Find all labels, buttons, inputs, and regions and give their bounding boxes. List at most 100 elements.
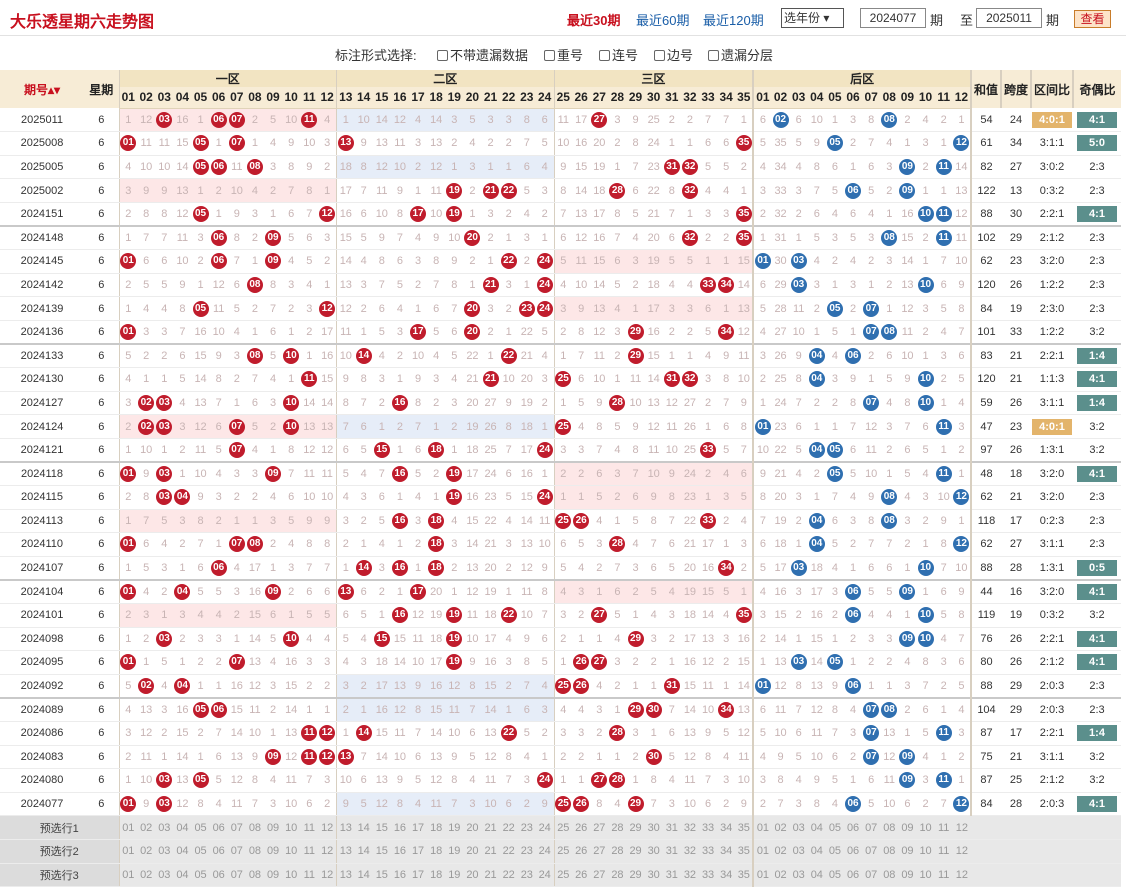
preselect-number[interactable]: 25 bbox=[553, 863, 573, 888]
preselect-number[interactable]: 12 bbox=[318, 863, 337, 888]
preselect-number[interactable]: 05 bbox=[825, 863, 844, 888]
preselect-number[interactable]: 06 bbox=[209, 839, 228, 864]
preselect-number[interactable]: 01 bbox=[752, 863, 772, 888]
preselect-number[interactable]: 07 bbox=[227, 839, 246, 864]
preselect-number[interactable]: 30 bbox=[644, 863, 663, 888]
preselect-number[interactable]: 10 bbox=[282, 815, 301, 840]
preselect-number[interactable]: 09 bbox=[898, 839, 917, 864]
preselect-number[interactable]: 07 bbox=[862, 815, 881, 840]
preselect-number[interactable]: 11 bbox=[934, 863, 953, 888]
preselect-number[interactable]: 12 bbox=[952, 863, 971, 888]
preselect-number[interactable]: 12 bbox=[952, 839, 971, 864]
preselect-number[interactable]: 21 bbox=[481, 815, 500, 840]
preselect-number[interactable]: 11 bbox=[934, 815, 953, 840]
preselect-number[interactable]: 22 bbox=[499, 839, 518, 864]
checkbox-icon[interactable] bbox=[599, 50, 610, 61]
preselect-number[interactable]: 24 bbox=[535, 863, 554, 888]
option-missing-layers[interactable]: 遗漏分层 bbox=[708, 45, 773, 64]
preselect-number[interactable]: 04 bbox=[807, 815, 826, 840]
option-repeat[interactable]: 重号 bbox=[544, 45, 583, 64]
preselect-number[interactable]: 09 bbox=[264, 863, 283, 888]
preselect-number[interactable]: 33 bbox=[699, 815, 718, 840]
start-issue-input[interactable]: 2024077 bbox=[860, 8, 926, 28]
preselect-number[interactable]: 10 bbox=[916, 863, 935, 888]
preselect-number[interactable]: 18 bbox=[427, 815, 446, 840]
preselect-number[interactable]: 11 bbox=[300, 863, 319, 888]
preselect-number[interactable]: 33 bbox=[699, 863, 718, 888]
preselect-number[interactable]: 06 bbox=[844, 863, 863, 888]
preselect-number[interactable]: 06 bbox=[209, 863, 228, 888]
preselect-number[interactable]: 26 bbox=[572, 815, 591, 840]
preselect-number[interactable]: 10 bbox=[282, 839, 301, 864]
preselect-number[interactable]: 02 bbox=[771, 815, 790, 840]
preselect-number[interactable]: 18 bbox=[427, 863, 446, 888]
preselect-number[interactable]: 09 bbox=[264, 839, 283, 864]
preselect-number[interactable]: 28 bbox=[608, 863, 627, 888]
preselect-number[interactable]: 19 bbox=[445, 863, 464, 888]
preselect-number[interactable]: 12 bbox=[952, 815, 971, 840]
preselect-number[interactable]: 05 bbox=[825, 815, 844, 840]
preselect-number[interactable]: 24 bbox=[535, 815, 554, 840]
preselect-number[interactable]: 07 bbox=[862, 863, 881, 888]
preselect-number[interactable]: 29 bbox=[626, 839, 645, 864]
preselect-number[interactable]: 01 bbox=[118, 815, 138, 840]
preselect-number[interactable]: 06 bbox=[844, 839, 863, 864]
preselect-number[interactable]: 08 bbox=[245, 839, 264, 864]
option-consecutive[interactable]: 连号 bbox=[599, 45, 638, 64]
preselect-number[interactable]: 03 bbox=[155, 815, 174, 840]
preselect-number[interactable]: 01 bbox=[118, 839, 138, 864]
preselect-number[interactable]: 35 bbox=[735, 863, 754, 888]
preselect-number[interactable]: 01 bbox=[752, 815, 772, 840]
preselect-number[interactable]: 23 bbox=[517, 839, 536, 864]
preselect-number[interactable]: 19 bbox=[445, 815, 464, 840]
preselect-number[interactable]: 09 bbox=[898, 863, 917, 888]
preselect-number[interactable]: 13 bbox=[335, 815, 355, 840]
checkbox-icon[interactable] bbox=[708, 50, 719, 61]
issue-header[interactable]: 期号▴▾ bbox=[0, 70, 84, 108]
preselect-number[interactable]: 06 bbox=[844, 815, 863, 840]
preselect-number[interactable]: 08 bbox=[880, 839, 899, 864]
preselect-number[interactable]: 32 bbox=[680, 815, 699, 840]
preselect-number[interactable]: 20 bbox=[463, 815, 482, 840]
preselect-number[interactable]: 27 bbox=[590, 863, 609, 888]
preselect-number[interactable]: 16 bbox=[390, 839, 409, 864]
preselect-number[interactable]: 27 bbox=[590, 815, 609, 840]
preselect-number[interactable]: 07 bbox=[227, 815, 246, 840]
preselect-number[interactable]: 29 bbox=[626, 863, 645, 888]
preselect-number[interactable]: 29 bbox=[626, 815, 645, 840]
preselect-number[interactable]: 15 bbox=[372, 839, 391, 864]
preselect-number[interactable]: 11 bbox=[300, 815, 319, 840]
option-edge[interactable]: 边号 bbox=[654, 45, 693, 64]
preselect-number[interactable]: 17 bbox=[409, 815, 428, 840]
preselect-number[interactable]: 17 bbox=[409, 839, 428, 864]
year-select[interactable]: 选年份 ▾ bbox=[781, 8, 844, 28]
preselect-number[interactable]: 04 bbox=[807, 863, 826, 888]
preselect-number[interactable]: 03 bbox=[789, 863, 808, 888]
preselect-number[interactable]: 14 bbox=[354, 863, 373, 888]
preselect-number[interactable]: 15 bbox=[372, 863, 391, 888]
preselect-number[interactable]: 22 bbox=[499, 815, 518, 840]
preselect-number[interactable]: 02 bbox=[137, 863, 156, 888]
preselect-number[interactable]: 08 bbox=[245, 863, 264, 888]
checkbox-icon[interactable] bbox=[437, 50, 448, 61]
option-no-missing[interactable]: 不带遗漏数据 bbox=[437, 45, 528, 64]
preselect-number[interactable]: 31 bbox=[662, 863, 681, 888]
preselect-number[interactable]: 08 bbox=[245, 815, 264, 840]
preselect-number[interactable]: 09 bbox=[898, 815, 917, 840]
preselect-number[interactable]: 21 bbox=[481, 863, 500, 888]
preselect-number[interactable]: 28 bbox=[608, 815, 627, 840]
preselect-number[interactable]: 02 bbox=[137, 839, 156, 864]
preselect-number[interactable]: 31 bbox=[662, 815, 681, 840]
preselect-number[interactable]: 01 bbox=[752, 839, 772, 864]
preselect-number[interactable]: 10 bbox=[916, 815, 935, 840]
preselect-number[interactable]: 35 bbox=[735, 839, 754, 864]
preselect-number[interactable]: 30 bbox=[644, 839, 663, 864]
end-issue-input[interactable]: 2025011 bbox=[976, 8, 1042, 28]
preselect-number[interactable]: 10 bbox=[282, 863, 301, 888]
preselect-number[interactable]: 27 bbox=[590, 839, 609, 864]
preselect-number[interactable]: 26 bbox=[572, 863, 591, 888]
preselect-number[interactable]: 05 bbox=[191, 863, 210, 888]
preselect-number[interactable]: 03 bbox=[155, 863, 174, 888]
preselect-number[interactable]: 04 bbox=[173, 815, 192, 840]
preselect-number[interactable]: 22 bbox=[499, 863, 518, 888]
